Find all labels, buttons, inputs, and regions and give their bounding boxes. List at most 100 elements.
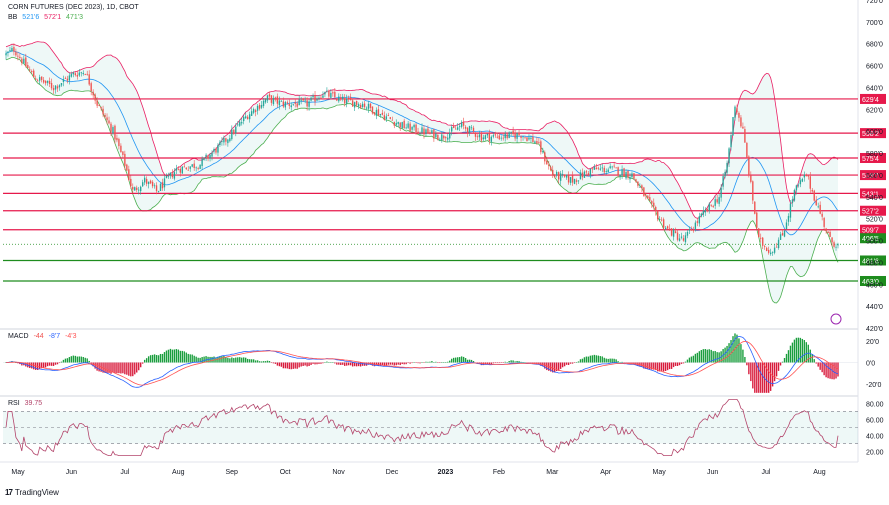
macd-hist-bar: [627, 362, 629, 364]
candle-body: [389, 117, 391, 119]
candle-body: [357, 104, 360, 106]
macd-hist-bar: [595, 355, 598, 363]
macd-hist-bar: [197, 357, 199, 363]
macd-hist-bar: [149, 355, 152, 363]
macd-hist-bar: [70, 356, 73, 363]
candle-body: [740, 117, 742, 127]
level-label-8: 463'0: [862, 279, 879, 286]
macd-hist-bar: [179, 350, 182, 363]
macd-hist-bar: [439, 362, 441, 363]
macd-hist-bar: [106, 362, 108, 374]
candle-body: [108, 120, 110, 124]
level-tag-8: [860, 275, 886, 286]
candle-body: [726, 162, 728, 173]
candle-body: [326, 90, 328, 92]
time-tick-label: May: [11, 469, 25, 476]
candle-body: [799, 180, 802, 185]
time-tick-label: Apr: [600, 469, 612, 476]
candle-body: [258, 104, 261, 109]
candle-body: [716, 199, 718, 203]
candle-body: [476, 136, 479, 138]
macd-hist-bar: [678, 362, 681, 366]
macd-hist-bar: [68, 357, 71, 363]
candle-body: [730, 135, 732, 148]
macd-hist-bar: [76, 356, 79, 363]
macd-hist-bar: [278, 362, 281, 367]
candle-body: [724, 171, 726, 177]
macd-hist-bar: [734, 333, 736, 363]
candle-body: [718, 197, 720, 204]
candle-body: [369, 103, 372, 108]
candle-body: [274, 97, 277, 99]
macd-hist-bar: [413, 362, 415, 363]
candle-body: [559, 173, 562, 181]
price-tick-label: 660'0: [866, 64, 883, 71]
time-tick-label: Sep: [225, 469, 238, 476]
candle-body: [700, 213, 703, 217]
candle-body: [397, 121, 399, 124]
price-tick-label: 600'0: [866, 129, 883, 136]
candle-body: [209, 154, 211, 159]
candle-body: [44, 80, 47, 84]
candle-body: [298, 99, 300, 106]
candle-body: [292, 103, 294, 105]
macd-hist-bar: [241, 357, 243, 363]
macd-hist-bar: [773, 362, 776, 382]
macd-hist-bar: [756, 362, 758, 393]
level-tag-7: [860, 255, 886, 266]
macd-hist-bar: [617, 361, 619, 363]
macd-hist-bar: [203, 356, 205, 363]
candle-body: [532, 136, 534, 143]
macd-hist-bar: [775, 362, 778, 377]
macd-hist-bar: [213, 356, 215, 363]
candle-body: [68, 75, 71, 81]
macd-hist-bar: [46, 362, 49, 367]
candle-body: [21, 58, 23, 64]
macd-hist-value: -44: [33, 333, 44, 340]
candle-body: [831, 237, 833, 243]
candle-body: [425, 129, 427, 134]
candle-body: [458, 126, 461, 128]
macd-hist-bar: [169, 348, 172, 363]
candle-body: [351, 100, 354, 107]
macd-hist-bar: [124, 362, 126, 375]
macd-hist-bar: [167, 349, 170, 363]
bb-legend: BB 521'6 572'1 471'3: [8, 14, 86, 21]
candle-body: [9, 50, 11, 51]
candle-body: [748, 156, 750, 176]
candle-body: [314, 94, 316, 102]
macd-hist-bar: [98, 362, 100, 372]
last-price-tag: [860, 233, 886, 244]
macd-hist-bar: [330, 362, 332, 363]
macd-hist-bar: [118, 362, 120, 374]
candle-body: [349, 97, 352, 101]
macd-hist-bar: [611, 358, 613, 363]
macd-hist-bar: [700, 350, 703, 363]
macd-hist-bar: [559, 362, 562, 369]
macd-hist-bar: [599, 356, 601, 363]
macd-hist-bar: [825, 362, 827, 378]
candle-body: [643, 187, 645, 197]
candle-body: [655, 206, 657, 212]
candle-body: [225, 138, 227, 142]
footer-brand[interactable]: 17 TradingView: [5, 488, 59, 497]
macd-hist-bar: [750, 362, 752, 382]
macd-hist-bar: [767, 362, 770, 393]
macd-hist-bar: [304, 362, 306, 366]
macd-hist-bar: [657, 362, 659, 372]
macd-hist-bar: [764, 362, 766, 393]
candle-body: [118, 138, 120, 147]
macd-hist-bar: [609, 358, 611, 363]
candle-body: [124, 153, 126, 166]
macd-hist-bar: [417, 362, 419, 364]
macd-hist-bar: [456, 357, 459, 363]
candle-body: [157, 191, 160, 192]
candle-body: [837, 244, 839, 246]
rsi-value: 39.75: [24, 400, 43, 407]
candle-body: [468, 126, 471, 133]
candle-body: [694, 222, 697, 230]
candle-body: [427, 128, 429, 134]
rsi-tick-label: 80.00: [866, 401, 884, 408]
candles: [5, 43, 839, 256]
